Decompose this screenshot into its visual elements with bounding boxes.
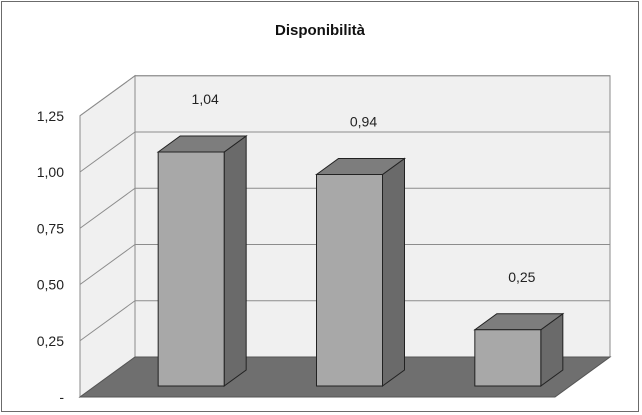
chart-title: Disponibilità — [275, 22, 365, 39]
bar-front — [474, 329, 542, 387]
bar-front — [157, 151, 225, 387]
bar — [156, 135, 248, 387]
y-tick-label: 1,25 — [37, 108, 64, 124]
bar-side — [223, 135, 247, 387]
bar-side — [382, 157, 405, 387]
gridline — [79, 131, 610, 173]
gridline — [79, 187, 610, 229]
side-wall — [79, 74, 136, 398]
data-label: 0,94 — [350, 114, 377, 130]
bar — [314, 157, 407, 387]
gridline — [79, 244, 610, 285]
y-tick-label: - — [59, 389, 64, 405]
bar-front — [316, 174, 383, 387]
chart-gridlines — [79, 75, 610, 342]
y-tick-label: 0,75 — [37, 220, 64, 236]
data-labels: 1,04 0,94 0,25 — [192, 91, 536, 285]
data-label: 0,25 — [508, 269, 535, 285]
bar — [473, 312, 565, 387]
gridline — [79, 300, 610, 342]
gridline — [79, 75, 610, 117]
y-tick-label: 0,50 — [37, 277, 64, 293]
y-axis-ticks: - 0,25 0,50 0,75 1,00 1,25 — [37, 108, 65, 405]
y-tick-label: 0,25 — [37, 333, 64, 349]
data-label: 1,04 — [192, 91, 219, 107]
y-tick-label: 1,00 — [37, 164, 64, 180]
chart-bars — [156, 135, 565, 387]
